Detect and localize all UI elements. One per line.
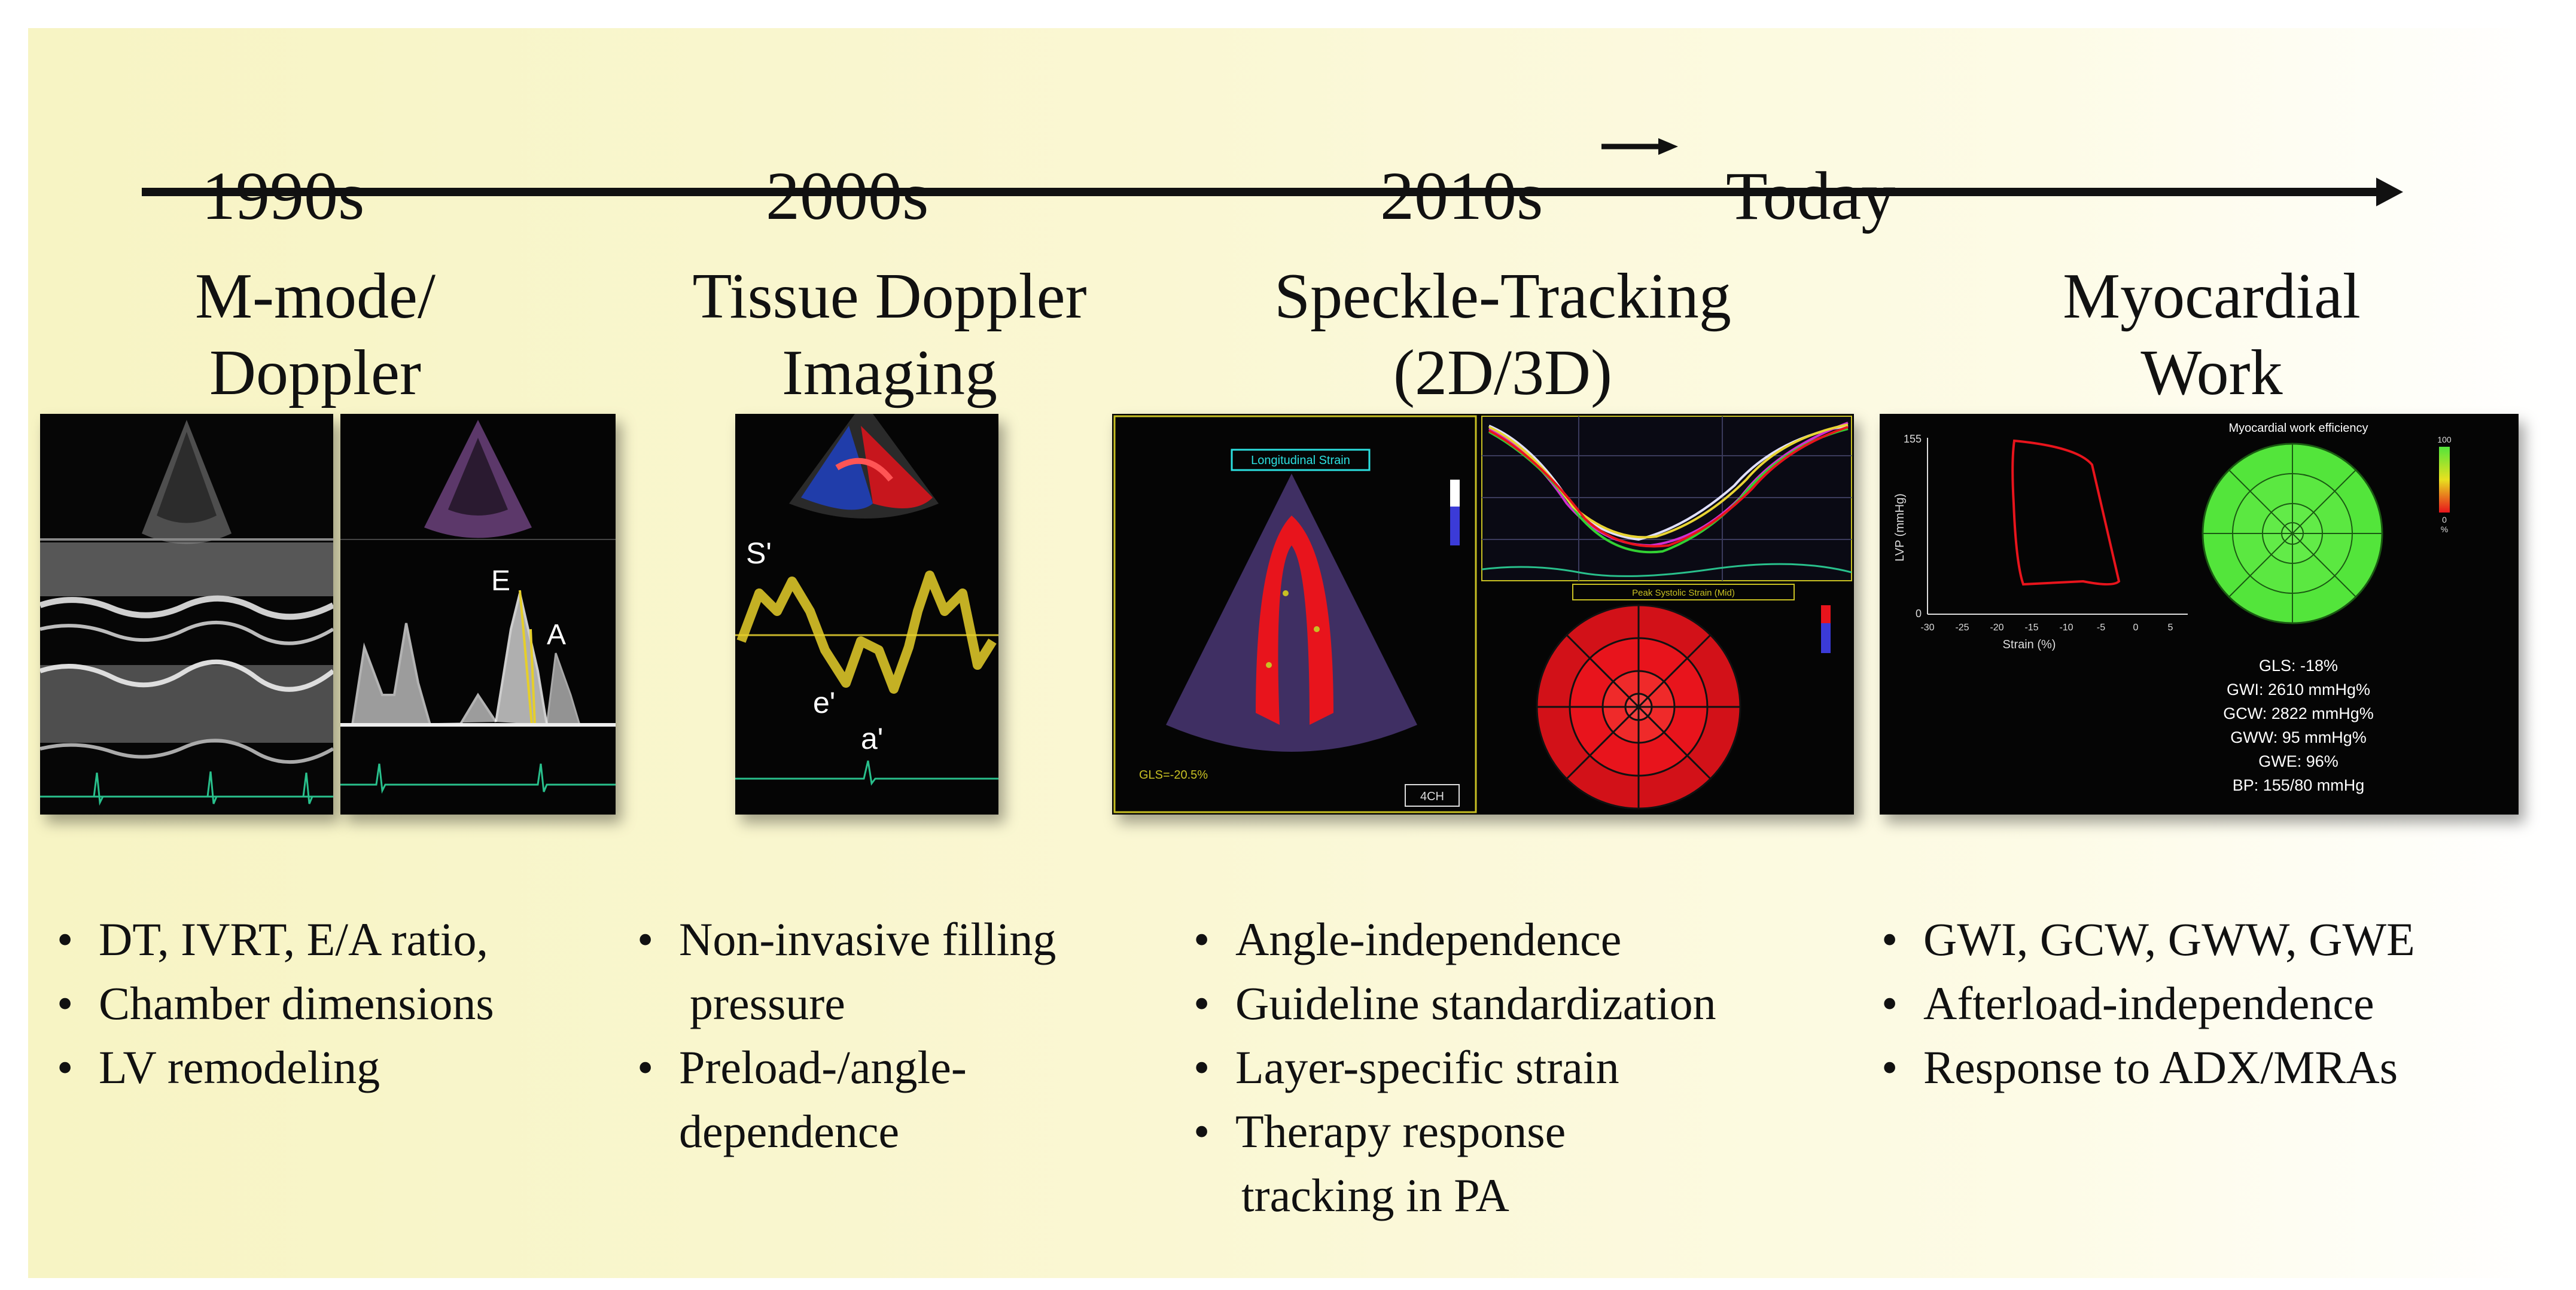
bullets-myocardial-work: GWI, GCW, GWW, GWE Afterload-independenc… [1877,907,2415,1099]
heading-line: Imaging [782,337,997,408]
bullet-line: pressure [690,977,845,1029]
bullets-mmode-doppler: DT, IVRT, E/A ratio, Chamber dimensions … [52,907,494,1099]
heading-line: Doppler [209,337,421,408]
heading-tissue-doppler: Tissue Doppler Imaging [602,258,1177,411]
label-s-prime: S' [746,536,772,570]
bullet-item: Response to ADX/MRAs [1877,1035,2415,1099]
y-tick-top: 155 [1904,433,1922,445]
work-xticks: -30 -25 -20 -15 -10 -5 0 5 [1920,623,2173,633]
era-1990s: 1990s [202,158,365,234]
bullet-line: tracking in PA [1241,1169,1509,1221]
scale-unit: % [2441,524,2448,534]
stat-gwe: GWE: 96% [2258,752,2339,770]
work-bullseye [2202,443,2383,624]
x-tick: -10 [2059,623,2073,633]
heading-mmode-doppler: M-mode/ Doppler [64,258,567,411]
bullet-line: Therapy response [1235,1105,1566,1157]
heading-myocardial-work: Myocardial Work [1913,258,2511,411]
gls-label: GLS=-20.5% [1139,768,1208,782]
heading-line: (2D/3D) [1393,337,1612,408]
x-tick: -15 [2024,623,2038,633]
stat-bp: BP: 155/80 mmHg [2233,776,2365,794]
label-e-prime: e' [813,686,835,719]
bullet-item: GWI, GCW, GWW, GWE [1877,907,2415,971]
bullet-item: Guideline standardization [1189,971,1716,1035]
scale-bottom: 0 [2442,515,2447,524]
label-a-prime: a' [861,722,883,755]
timeline-arrow [142,138,2403,206]
bullseye-title: Peak Systolic Strain (Mid) [1632,588,1735,598]
tissue-doppler-image: S' e' a' [735,414,998,815]
x-tick: 0 [2133,623,2139,633]
bullet-item: Angle-independence [1189,907,1716,971]
bullet-item: DT, IVRT, E/A ratio, [52,907,494,971]
work-stats: GLS: -18% GWI: 2610 mmHg% GCW: 2822 mmHg… [2223,657,2374,794]
stat-gcw: GCW: 2822 mmHg% [2223,705,2374,722]
bullets-speckle-tracking: Angle-independence Guideline standardiza… [1189,907,1716,1227]
work-title: Myocardial work efficiency [2228,422,2368,435]
pw-doppler-image: E A [340,414,616,815]
bullet-item: Afterload-independence [1877,971,2415,1035]
x-tick: -25 [1955,623,1969,633]
pressure-strain-loop [2011,439,2121,586]
heading-line: M-mode/ [195,261,436,332]
heading-speckle-tracking: Speckle-Tracking (2D/3D) [1189,258,1817,411]
heading-line: Tissue Doppler [692,261,1087,332]
heading-line: Work [2140,337,2283,408]
stat-gls: GLS: -18% [2259,657,2338,675]
bullet-item: Preload-/angle- dependence [632,1035,1056,1163]
bullet-item: Non-invasive filling pressure [632,907,1056,1035]
stat-gww: GWW: 95 mmHg% [2230,728,2367,746]
heading-line: Myocardial [2063,261,2361,332]
x-tick: 5 [2168,623,2173,633]
bullet-line: dependence [679,1105,900,1157]
x-tick: -5 [2097,623,2105,633]
bullet-item: Therapy response tracking in PA [1189,1099,1716,1227]
label-E: E [491,565,510,597]
era-2010s: 2010s [1380,158,1543,234]
work-color-scale [2439,447,2450,513]
view-label: 4CH [1420,790,1444,803]
bullet-item: LV remodeling [52,1035,494,1099]
speckle-tracking-image: Longitudinal Strain GLS=-20.5% 4CH [1112,414,1854,815]
era-2000s: 2000s [766,158,929,234]
x-tick: -20 [1990,623,2003,633]
bullet-item: Layer-specific strain [1189,1035,1716,1099]
work-xlabel: Strain (%) [2003,638,2056,651]
label-A: A [547,619,566,651]
bullet-line: Preload-/angle- [679,1041,967,1093]
work-ylabel: LVP (mmHg) [1893,493,1907,562]
scale-top: 100 [2437,435,2452,444]
figure-background: 1990s 2000s 2010s Today M-mode/ Doppler … [28,28,2548,1278]
bullet-line: Non-invasive filling [679,913,1056,965]
bullets-tissue-doppler: Non-invasive filling pressure Preload-/a… [632,907,1056,1163]
era-today: Today [1726,158,1896,234]
y-tick-bottom: 0 [1916,608,1922,620]
mmode-echo-image [40,414,333,815]
myocardial-work-image: 155 0 LVP (mmHg) -30 -25 -20 -15 -10 -5 … [1880,414,2519,815]
heading-line: Speckle-Tracking [1274,261,1731,332]
longitudinal-strain-label: Longitudinal Strain [1251,454,1350,467]
bullet-item: Chamber dimensions [52,971,494,1035]
strain-bullseye [1536,604,1741,810]
stat-gwi: GWI: 2610 mmHg% [2227,681,2370,699]
x-tick: -30 [1920,623,1934,633]
